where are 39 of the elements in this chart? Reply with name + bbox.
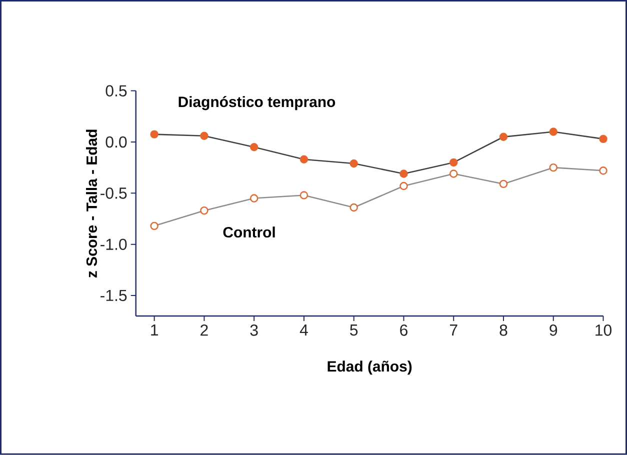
point <box>200 206 208 215</box>
x-tick-label: 3 <box>250 324 258 336</box>
x-tick-label: 9 <box>550 324 558 336</box>
point <box>499 132 508 142</box>
point <box>400 182 408 190</box>
x-tick-label: 7 <box>450 324 458 336</box>
point <box>400 170 408 178</box>
point <box>599 134 608 144</box>
point <box>250 143 258 152</box>
point <box>250 194 258 202</box>
x-tick-label: 10 <box>596 324 612 336</box>
y-tick-label: -1.0 <box>100 238 127 250</box>
x-tick-label: 8 <box>500 324 508 336</box>
point <box>150 130 158 138</box>
y-tick-label: -1.5 <box>100 290 127 302</box>
point <box>450 158 458 167</box>
point <box>499 180 508 188</box>
series-label: Control <box>223 226 275 238</box>
point <box>300 155 308 164</box>
x-axis-title: Edad (años) <box>328 360 412 375</box>
series-label: Diagnóstico temprano <box>178 96 336 110</box>
y-axis-title: z Score - Talla - Edad <box>86 130 97 278</box>
x-tick-label: 1 <box>151 324 158 336</box>
x-tick-label: 5 <box>350 324 358 336</box>
point <box>150 222 158 230</box>
point <box>350 159 358 168</box>
point <box>549 128 558 136</box>
x-tick-label: 6 <box>400 324 408 336</box>
point <box>450 170 458 178</box>
point <box>599 166 608 175</box>
y-tick-label: -0.5 <box>100 188 127 199</box>
point <box>300 191 308 200</box>
y-tick-label: 0.5 <box>106 85 127 97</box>
x-tick-label: 4 <box>300 324 308 336</box>
point <box>350 203 358 212</box>
point <box>200 132 208 140</box>
point <box>549 164 558 172</box>
x-tick-label: 2 <box>200 324 208 336</box>
y-tick-label: 0.0 <box>106 136 127 148</box>
